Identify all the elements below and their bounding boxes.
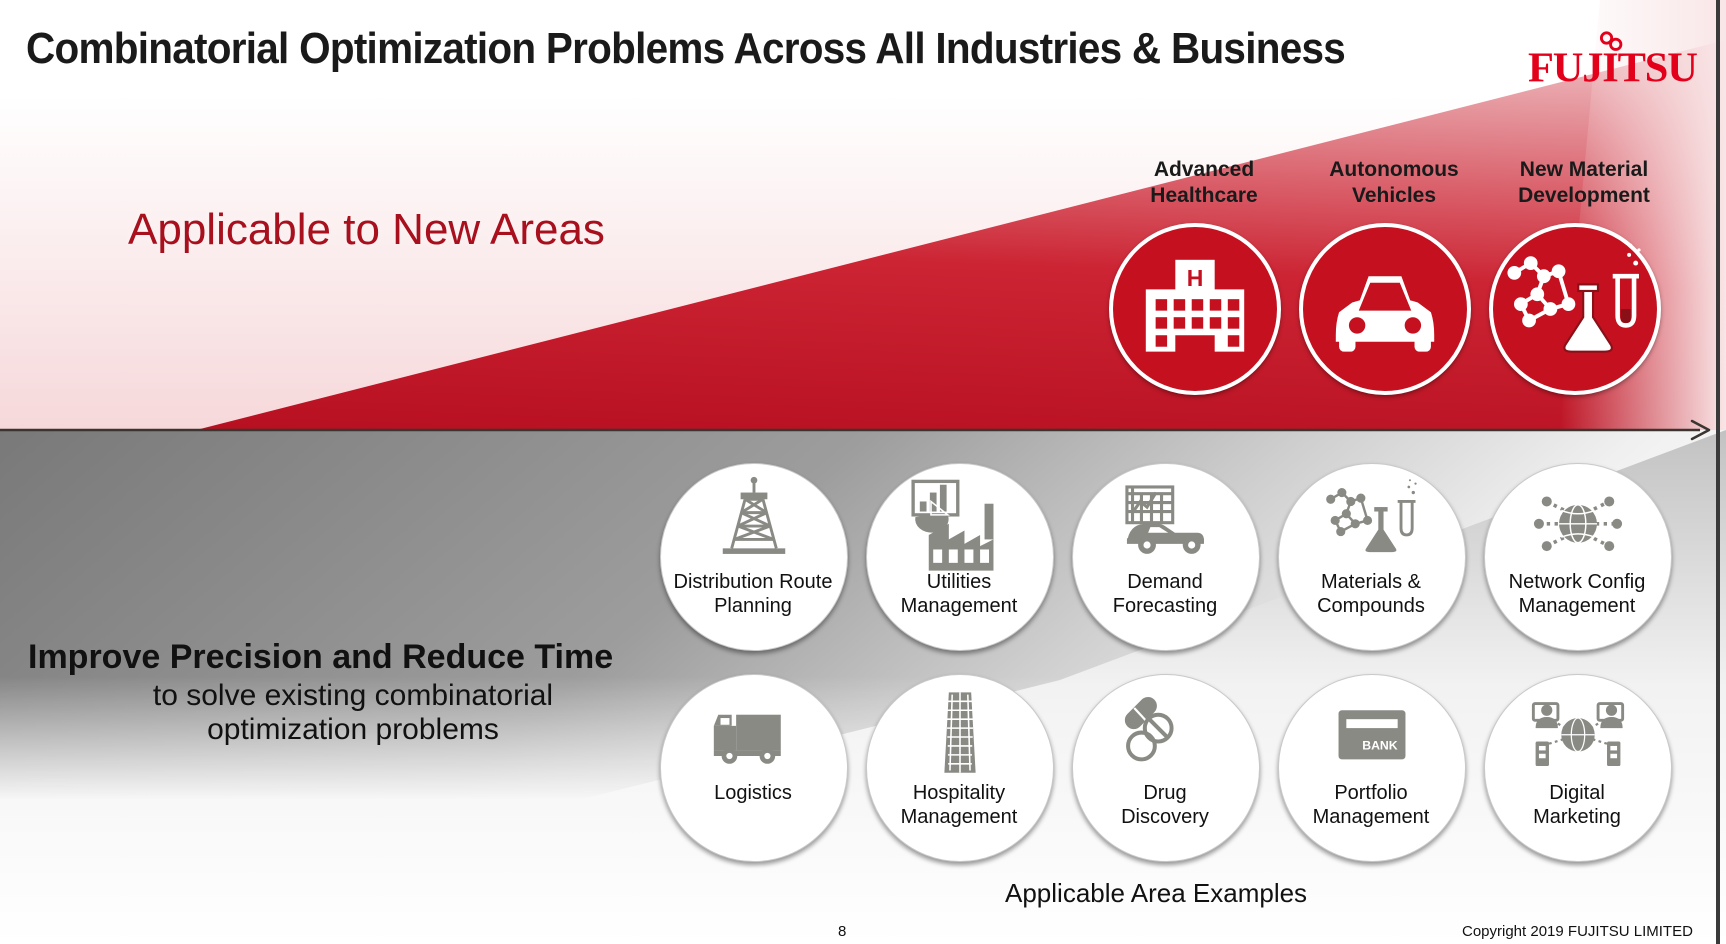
svg-text:H: H <box>1187 265 1204 291</box>
svg-text:BANK: BANK <box>1362 738 1398 752</box>
svg-text:FUJITSU: FUJITSU <box>1528 45 1697 92</box>
